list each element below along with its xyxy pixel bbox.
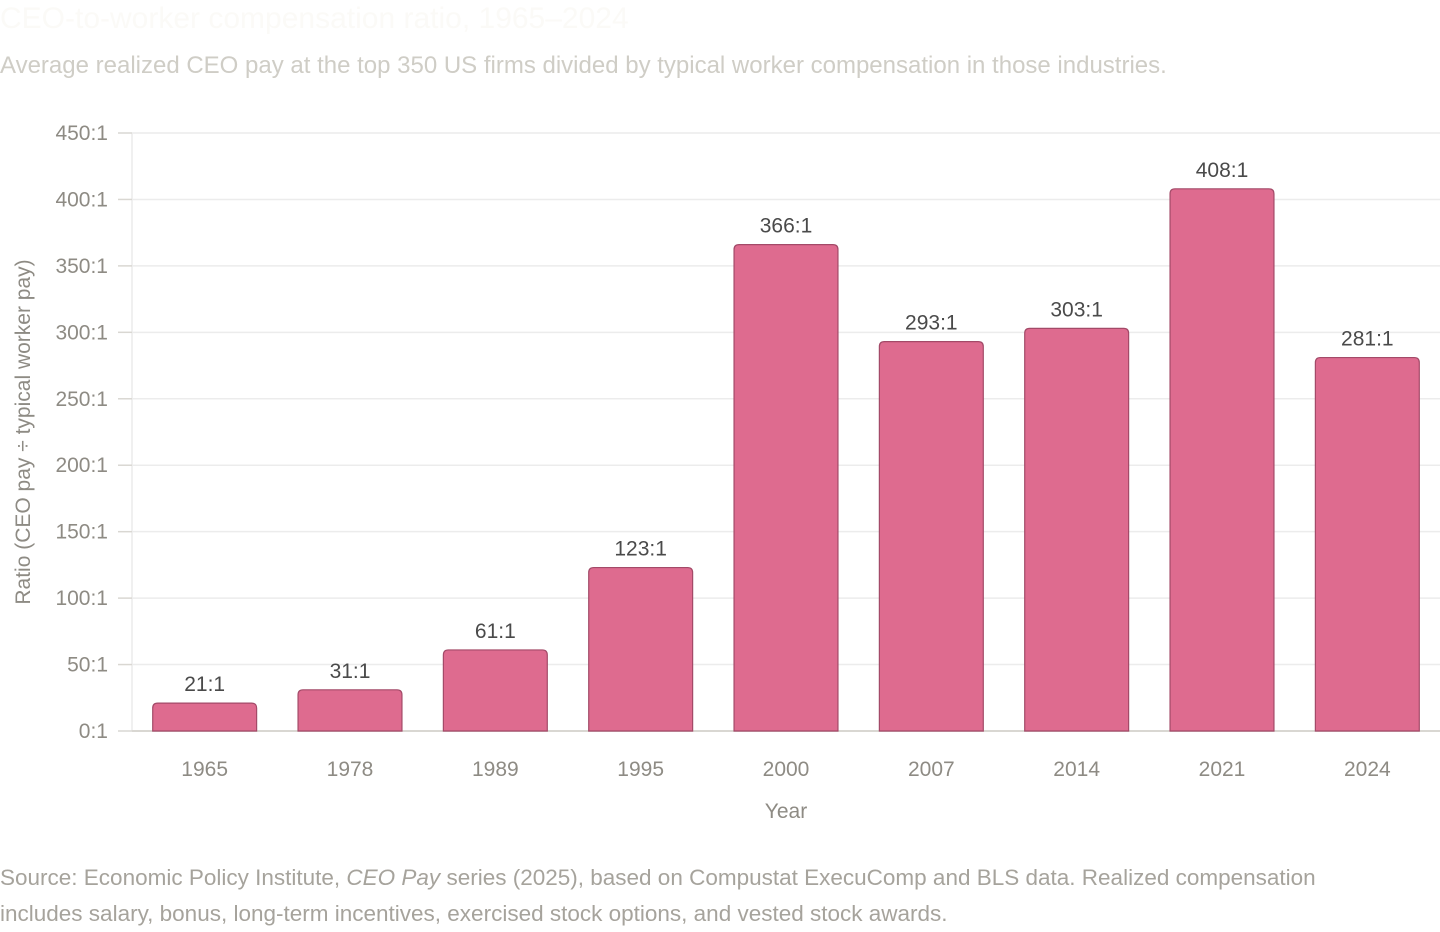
bar <box>588 566 694 732</box>
data-label: 61:1 <box>475 620 516 643</box>
y-tick-label: 250:1 <box>55 388 108 411</box>
source-prefix: Source: Economic Policy Institute, <box>0 865 347 890</box>
x-tick-label: 2007 <box>908 758 955 781</box>
data-label: 408:1 <box>1196 159 1249 182</box>
x-axis-title: Year <box>765 800 807 823</box>
data-label: 31:1 <box>330 660 371 683</box>
data-label: 281:1 <box>1341 328 1394 351</box>
bar <box>442 649 548 732</box>
bar <box>152 702 258 732</box>
x-tick-label: 2024 <box>1344 758 1391 781</box>
y-tick-label: 400:1 <box>55 188 108 211</box>
bar-chart: 0:1 50:1 100:1 150:1 200:1 250:1 300:1 350:1 400… <box>12 122 1440 823</box>
y-tick-label: 0:1 <box>79 720 108 743</box>
y-tick-label: 50:1 <box>67 654 108 677</box>
x-tick-label: 1989 <box>472 758 519 781</box>
bar <box>297 689 403 732</box>
chart-title: CEO-to-worker compensation ratio, 1965–2… <box>0 2 629 35</box>
data-labels: 21:1 31:1 61:1 123:1 366:1 293:1 303:1 408:1 281… <box>184 159 1393 696</box>
x-tick-label: 2021 <box>1199 758 1246 781</box>
y-tick-label: 200:1 <box>55 454 108 477</box>
y-tick-label: 300:1 <box>55 321 108 344</box>
y-axis-title: Ratio (CEO pay ÷ typical worker pay) <box>12 259 35 604</box>
data-label: 21:1 <box>184 673 225 696</box>
bars <box>152 188 1420 732</box>
source-suffix: series (2025), based on Compustat ExecuC… <box>0 865 1316 926</box>
y-axis-ticks: 0:1 50:1 100:1 150:1 200:1 250:1 300:1 350:1 400… <box>55 122 132 743</box>
source-note: Source: Economic Policy Institute, CEO P… <box>0 860 1400 932</box>
x-tick-label: 1995 <box>617 758 664 781</box>
bar <box>1314 356 1420 732</box>
x-tick-label: 1978 <box>327 758 374 781</box>
y-tick-label: 350:1 <box>55 255 108 278</box>
bar <box>878 341 984 732</box>
x-tick-label: 1965 <box>181 758 228 781</box>
x-tick-label: 2014 <box>1053 758 1100 781</box>
source-italic: CEO Pay <box>346 865 441 890</box>
x-axis-ticks: 1965 1978 1989 1995 2000 2007 2014 2021 2024 <box>181 758 1391 781</box>
data-label: 366:1 <box>760 215 813 238</box>
y-tick-label: 150:1 <box>55 521 108 544</box>
x-tick-label: 2000 <box>763 758 810 781</box>
data-label: 293:1 <box>905 312 958 335</box>
bar <box>1169 188 1275 732</box>
data-label: 303:1 <box>1050 298 1103 321</box>
y-tick-label: 450:1 <box>55 122 108 145</box>
y-tick-label: 100:1 <box>55 587 108 610</box>
bar <box>1024 327 1130 732</box>
chart-subtitle: Average realized CEO pay at the top 350 … <box>0 52 1167 79</box>
data-label: 123:1 <box>614 538 667 561</box>
bar <box>733 244 839 732</box>
